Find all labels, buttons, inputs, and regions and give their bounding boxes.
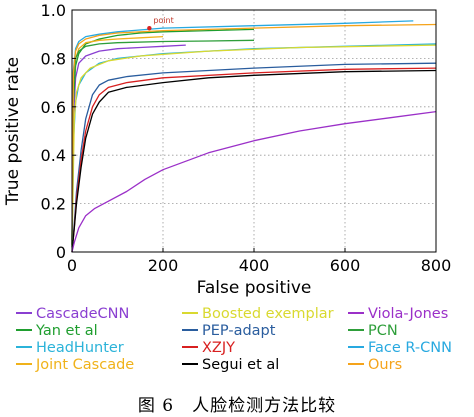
x-tick-label: 0 xyxy=(67,256,77,275)
y-tick-label: 0.8 xyxy=(41,49,66,68)
annotation-label: point xyxy=(153,16,173,25)
series-line-pcn xyxy=(71,39,255,245)
legend-label-viola-jones: Viola-Jones xyxy=(368,306,448,322)
series-line-viola-jones xyxy=(71,110,437,253)
series-line-yan-et-al xyxy=(71,28,255,245)
y-tick-label: 1.0 xyxy=(41,1,66,20)
y-tick-label: 0.2 xyxy=(41,195,66,214)
series-line-cascadecnn xyxy=(71,44,186,248)
legend-label-headhunter: HeadHunter xyxy=(36,340,124,356)
axis-ticks: 0 200 400 600 800 0 0.2 0.4 0.6 0.8 1.0 xyxy=(41,1,452,275)
series-line-pep-adapt xyxy=(71,62,437,253)
y-tick-label: 0.4 xyxy=(41,146,66,165)
legend-label-ours: Ours xyxy=(368,357,402,373)
legend-label-segui-et-al: Segui et al xyxy=(202,357,279,373)
y-axis-label: True positive rate xyxy=(3,57,23,206)
grid xyxy=(72,10,436,252)
annotation: point xyxy=(147,16,174,31)
legend-label-cascadecnn: CascadeCNN xyxy=(36,306,129,322)
legend-label-yan-et-al: Yan et al xyxy=(35,323,98,339)
series-line-face-r-cnn xyxy=(71,20,414,240)
face-detection-roc-chart: 0 200 400 600 800 0 0.2 0.4 0.6 0.8 1.0 point Fals… xyxy=(3,1,452,373)
annotation-point xyxy=(147,25,152,31)
legend-label-boosted-exemplar: Boosted exemplar xyxy=(202,306,334,322)
series-line-xzjy xyxy=(71,67,437,253)
series-lines xyxy=(71,20,437,253)
legend-label-joint-cascade: Joint Cascade xyxy=(35,357,134,373)
series-line-boosted-exemplar xyxy=(71,44,437,248)
x-tick-label: 800 xyxy=(421,256,452,275)
legend-label-pep-adapt: PEP-adapt xyxy=(202,323,276,339)
legend-label-xzjy: XZJY xyxy=(202,340,235,356)
series-line-segui-et-al xyxy=(71,69,437,253)
x-tick-label: 600 xyxy=(330,256,361,275)
x-tick-label: 400 xyxy=(239,256,270,275)
x-tick-label: 200 xyxy=(148,256,179,275)
figure-caption: 图 6 人脸检测方法比较 xyxy=(137,396,337,416)
x-axis-label: False positive xyxy=(197,278,312,298)
series-line-ours xyxy=(71,23,437,240)
legend-label-face-r-cnn: Face R-CNN xyxy=(368,340,452,356)
legend-label-pcn: PCN xyxy=(368,323,398,339)
y-tick-label: 0.6 xyxy=(41,98,66,117)
y-tick-label: 0 xyxy=(56,243,66,262)
